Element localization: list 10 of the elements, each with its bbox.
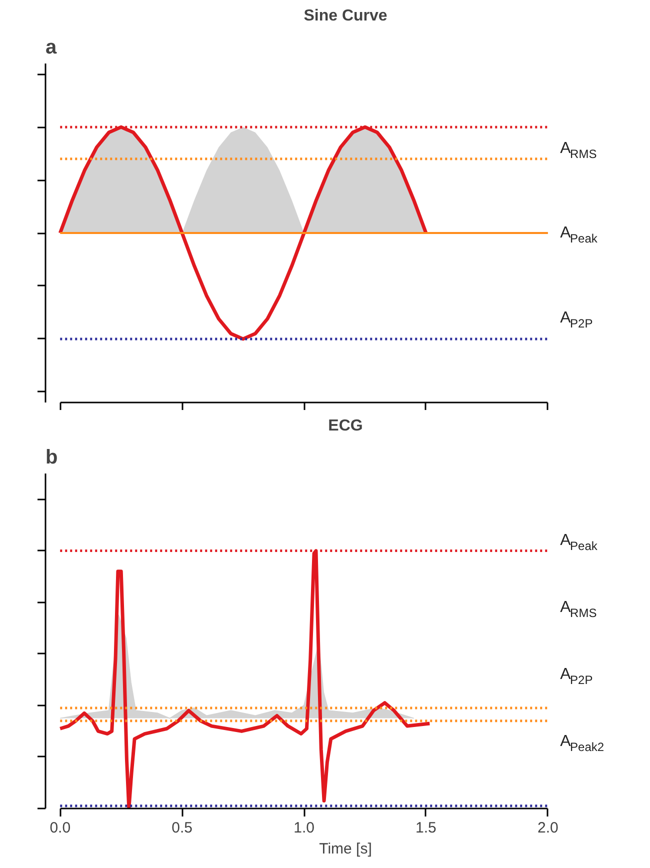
- chart-title: ECG: [328, 418, 363, 434]
- text: a: [46, 36, 58, 58]
- text: b: [46, 446, 58, 468]
- x-tick-label: 1.0: [294, 820, 314, 836]
- x-tick-label: 2.0: [538, 820, 558, 836]
- x-tick-label: 0.0: [50, 820, 71, 836]
- x-tick-label: 0.5: [172, 820, 193, 836]
- chart-title: Sine Curve: [304, 8, 388, 24]
- x-tick-label: 1.5: [416, 820, 436, 836]
- x-axis-title: Time [s]: [319, 840, 372, 858]
